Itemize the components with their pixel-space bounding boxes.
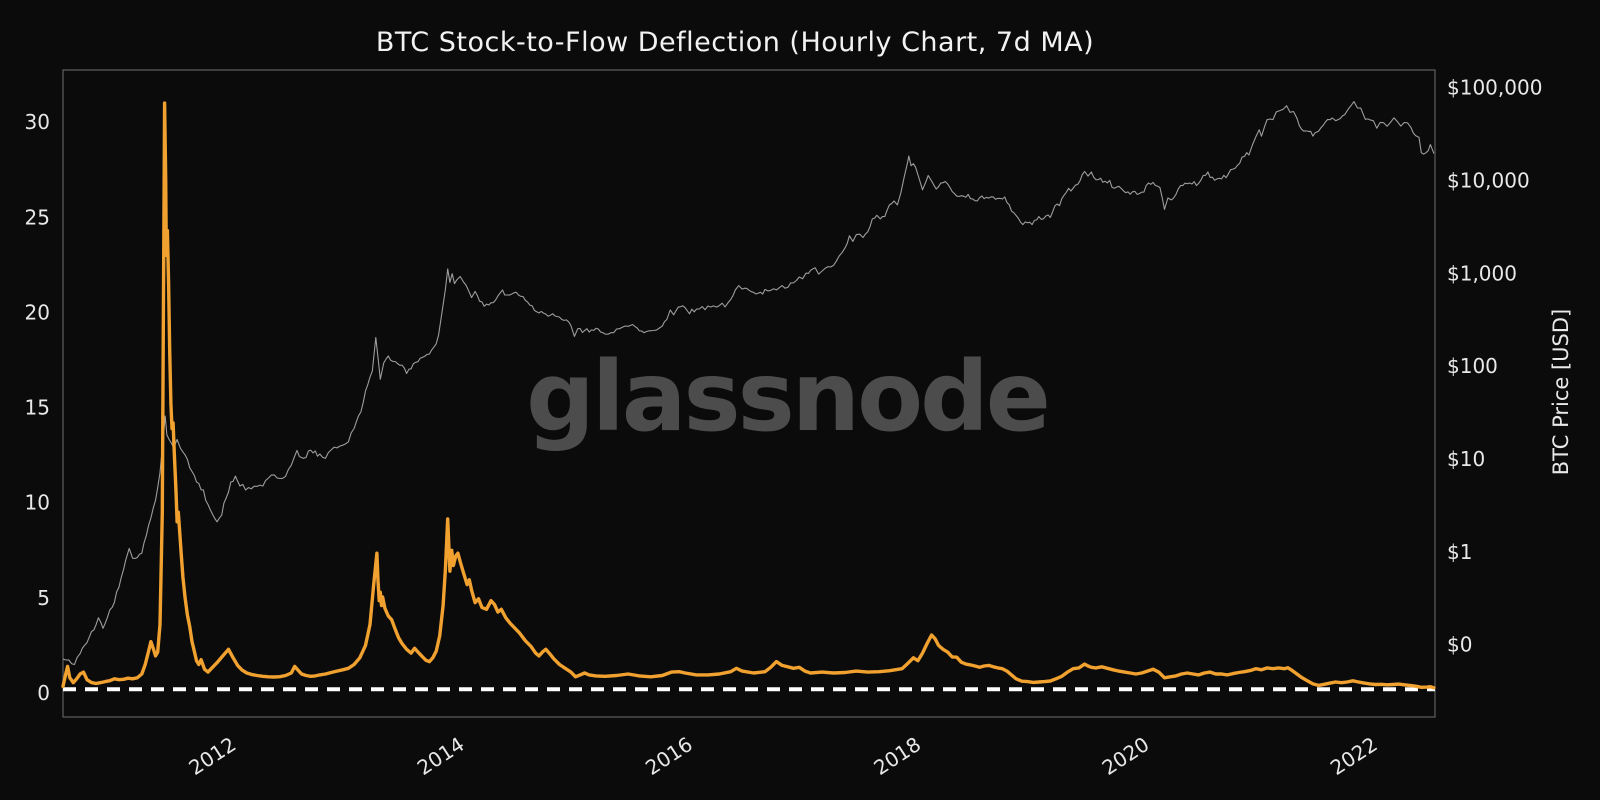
- y-right-tick-label: $1: [1447, 540, 1472, 564]
- x-tick-label: 2014: [413, 732, 469, 780]
- y-left-tick-label: 20: [25, 300, 50, 324]
- y-left-tick-label: 15: [25, 396, 50, 420]
- x-tick-label: 2022: [1326, 732, 1382, 780]
- y-right-tick-label: $1,000: [1447, 261, 1517, 285]
- y-right-tick-label: $10: [1447, 447, 1485, 471]
- y-left-tick-label: 25: [25, 205, 50, 229]
- glassnode-watermark: glassnode: [526, 341, 1051, 453]
- y-left-tick-label: 0: [37, 681, 50, 705]
- y-left-tick-label: 5: [37, 586, 50, 610]
- s2f-deflection-line: [61, 101, 1436, 690]
- x-tick-label: 2020: [1098, 732, 1154, 780]
- y-right-tick-label: $100,000: [1447, 76, 1542, 100]
- y-right-tick-label: $0: [1447, 633, 1472, 657]
- y-right-axis-label: BTC Price [USD]: [1549, 308, 1573, 476]
- x-tick-label: 2018: [869, 732, 925, 780]
- y-right-tick-label: $100: [1447, 354, 1498, 378]
- x-tick-label: 2012: [184, 732, 240, 780]
- btc-price-line: [62, 101, 1435, 666]
- y-left-tick-label: 30: [25, 110, 50, 134]
- chart-title: BTC Stock-to-Flow Deflection (Hourly Cha…: [375, 27, 1095, 58]
- y-right-tick-label: $10,000: [1447, 168, 1530, 192]
- plot-border: [62, 69, 1436, 718]
- x-tick-label: 2016: [641, 732, 697, 780]
- y-left-tick-label: 10: [25, 491, 50, 515]
